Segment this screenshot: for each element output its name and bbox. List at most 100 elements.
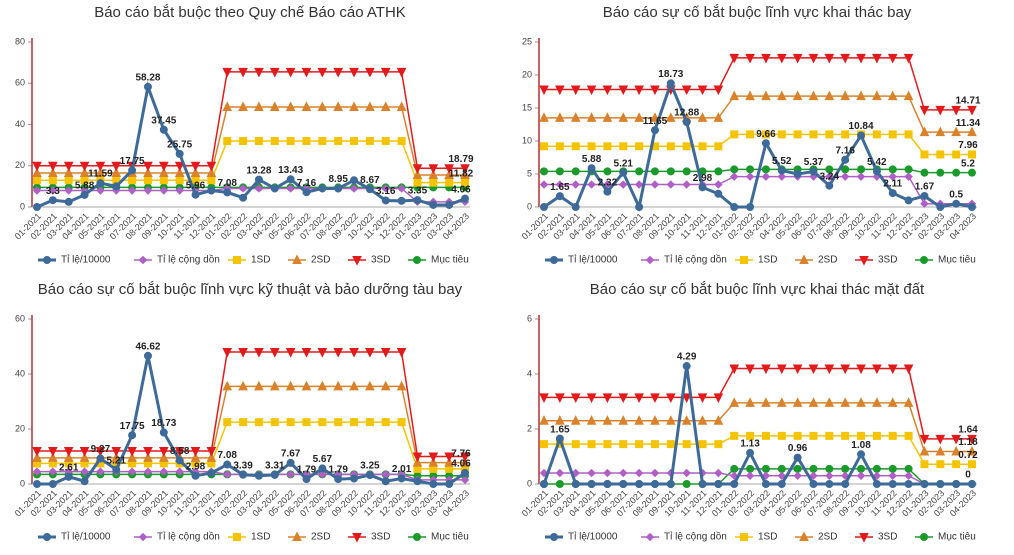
point-marker [904, 464, 913, 473]
point-marker [713, 415, 724, 425]
point-marker [936, 203, 945, 211]
series-line [544, 133, 972, 156]
data-label: 14.71 [955, 96, 980, 107]
point-marker [746, 130, 755, 139]
y-tick-label: 0 [527, 201, 532, 211]
point-marker [174, 447, 185, 457]
point-marker [619, 468, 628, 478]
point-marker [270, 137, 279, 145]
point-marker [270, 470, 279, 479]
point-marker [191, 190, 200, 199]
point-marker [254, 348, 264, 358]
data-label: 1.65 [550, 424, 570, 435]
point-marker [32, 186, 42, 195]
point-marker [761, 90, 771, 101]
point-marker [952, 168, 961, 177]
point-marker [270, 184, 279, 193]
point-marker [714, 468, 723, 478]
point-marker [634, 180, 644, 189]
point-marker [429, 200, 438, 209]
point-marker [603, 468, 612, 478]
point-marker [888, 165, 897, 174]
point-marker [650, 480, 659, 488]
point-marker [571, 440, 580, 449]
legend-label: 1SD [758, 532, 777, 543]
point-marker [761, 53, 771, 64]
point-marker [127, 186, 137, 195]
point-marker [872, 480, 881, 488]
point-marker [856, 364, 866, 375]
point-marker [682, 440, 691, 449]
point-marker [650, 180, 660, 189]
series [32, 101, 470, 180]
point-marker [445, 178, 454, 187]
point-marker [888, 189, 897, 198]
point-marker [190, 452, 201, 462]
point-marker [128, 176, 137, 185]
point-marker [713, 85, 724, 96]
point-marker [603, 167, 612, 176]
point-marker [904, 480, 913, 488]
point-marker [856, 53, 866, 64]
series [33, 418, 469, 473]
point-marker [919, 105, 930, 116]
point-marker [412, 457, 423, 467]
point-marker [809, 464, 818, 473]
point-marker [33, 203, 41, 211]
point-marker [919, 434, 930, 445]
point-marker [413, 178, 422, 187]
point-marker [334, 418, 343, 427]
point-marker [872, 53, 882, 64]
point-marker [745, 90, 755, 101]
point-marker [777, 464, 786, 473]
point-marker [618, 112, 629, 122]
point-marker [650, 468, 660, 478]
point-marker [777, 172, 786, 181]
point-marker [239, 418, 248, 427]
data-label: 17.75 [120, 421, 145, 432]
point-marker [254, 175, 263, 184]
point-marker [365, 137, 374, 145]
point-marker [64, 186, 73, 195]
point-marker [444, 169, 454, 180]
point-marker [412, 169, 423, 180]
point-marker [223, 470, 232, 479]
data-label: 2.32 [598, 177, 618, 188]
point-marker [539, 180, 549, 189]
point-marker [746, 165, 755, 174]
point-marker [206, 452, 217, 462]
point-marker [461, 178, 469, 187]
point-marker [286, 175, 295, 184]
point-marker [872, 90, 882, 101]
data-label: 2.61 [59, 462, 79, 473]
point-marker [920, 480, 929, 488]
point-marker [33, 176, 41, 185]
data-label: 4.06 [451, 184, 471, 195]
point-marker [302, 137, 311, 145]
point-marker [175, 176, 184, 185]
point-marker [777, 166, 786, 175]
point-marker [223, 460, 232, 469]
point-marker [461, 468, 469, 477]
point-marker [602, 85, 613, 96]
data-label: 4.06 [451, 458, 471, 469]
y-tick-label: 10 [522, 135, 532, 145]
point-marker [365, 185, 374, 194]
point-marker [460, 452, 470, 463]
point-marker [936, 460, 945, 469]
data-label: 3.3 [46, 186, 60, 197]
point-marker [681, 85, 692, 96]
point-marker [857, 431, 866, 440]
point-marker [809, 130, 818, 139]
point-marker [112, 465, 121, 474]
point-marker [412, 164, 423, 174]
point-marker [587, 440, 596, 449]
series [539, 90, 977, 137]
legend-marker [413, 533, 421, 541]
data-label: 5.96 [186, 180, 206, 191]
series [33, 81, 469, 211]
point-marker [333, 101, 343, 111]
point-marker [840, 53, 850, 64]
point-marker [270, 418, 279, 427]
y-tick-label: 80 [15, 36, 25, 46]
